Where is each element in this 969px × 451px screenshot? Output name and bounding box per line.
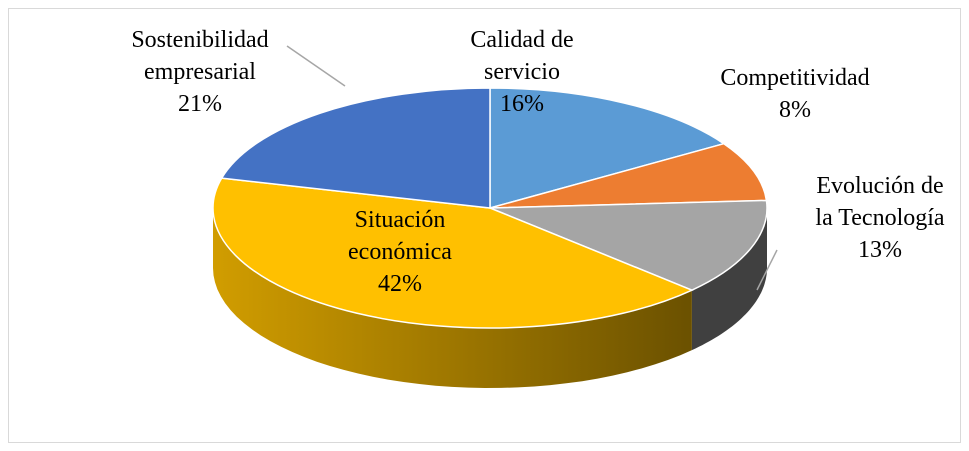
label-line: Sostenibilidad <box>131 27 268 53</box>
label-line: la Tecnología <box>815 205 945 231</box>
leader-line <box>286 45 346 87</box>
pie-sides <box>213 208 767 388</box>
category-label: Competitividad <box>720 65 869 91</box>
value-label: 42% <box>378 271 422 297</box>
category-label: Sostenibilidad empresarial <box>131 27 268 85</box>
labels: Calidad de servicio 16% Competitividad 8% Evo… <box>131 27 945 297</box>
value-label: 13% <box>858 237 902 263</box>
label-line: Calidad de <box>470 27 573 53</box>
pie-side <box>691 208 767 351</box>
pie-side <box>213 208 692 388</box>
category-label: Evolución de la Tecnología <box>815 173 945 231</box>
pie-tops <box>212 87 768 329</box>
pie-slice <box>489 142 768 209</box>
label-line: Situación <box>355 207 446 233</box>
category-label: Situación económica <box>348 207 452 265</box>
label-line: económica <box>348 239 452 265</box>
value-label: 21% <box>178 91 222 117</box>
label-line: Evolución de <box>816 173 943 199</box>
pie-slice <box>489 87 726 209</box>
value-label: 16% <box>500 91 544 117</box>
value-label: 8% <box>779 97 811 123</box>
label-line: empresarial <box>144 59 256 85</box>
pie-slice <box>212 177 694 329</box>
leader-line <box>756 249 778 291</box>
category-label: Calidad de servicio <box>470 27 573 85</box>
label-line: Competitividad <box>720 65 869 91</box>
pie-slice <box>220 87 491 209</box>
label-line: servicio <box>484 59 560 85</box>
pie-slice <box>489 199 768 291</box>
